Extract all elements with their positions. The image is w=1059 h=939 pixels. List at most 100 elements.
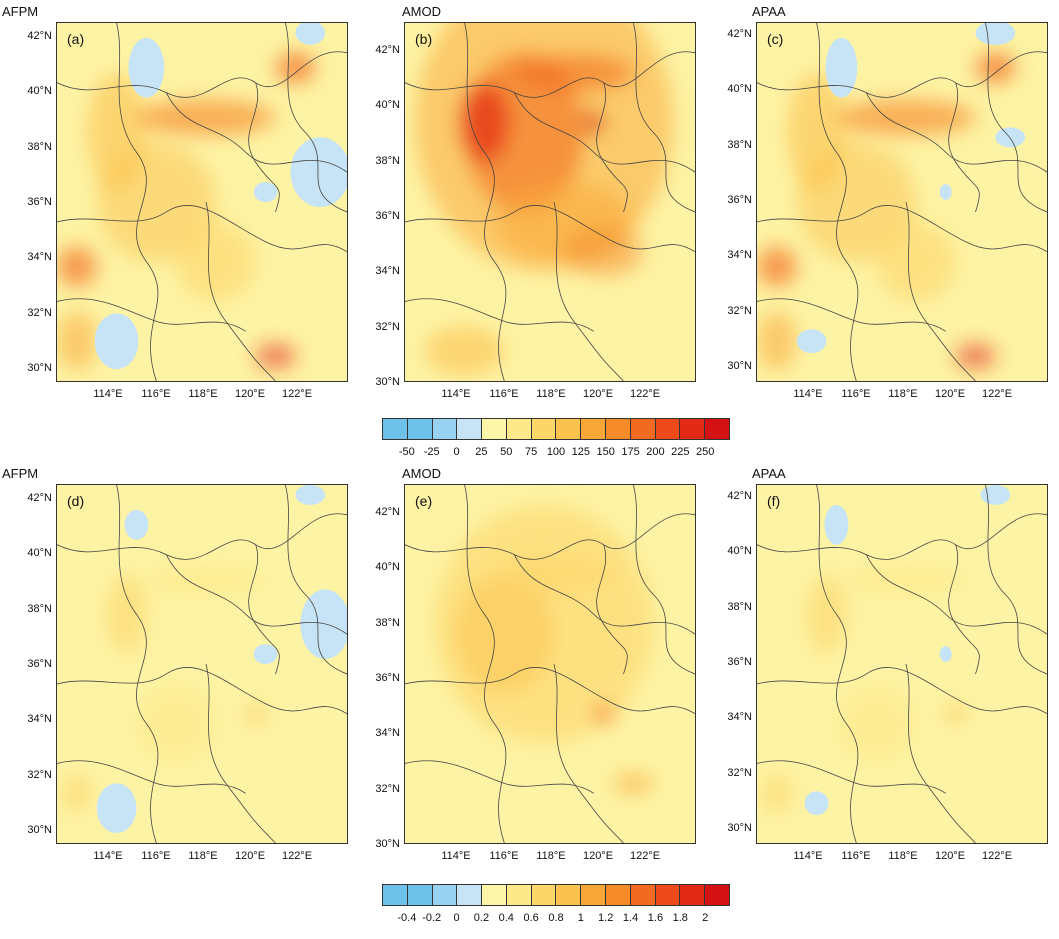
colorbar-tick-label: -0.2 [422, 912, 442, 924]
panel-label: (e) [415, 493, 433, 509]
field-hotspot [255, 344, 296, 369]
lat-tick-label: 32°N [27, 306, 52, 319]
province-boundary [513, 554, 695, 635]
province-boundary [513, 92, 695, 173]
map-area: (d) [56, 484, 348, 844]
colorbar-swatch [705, 419, 729, 439]
lat-tick-label: 30°N [727, 821, 752, 834]
lon-tick-label: 120°E [234, 850, 266, 862]
colorbar-tick-label: -0.4 [397, 912, 417, 924]
province-boundary [57, 298, 246, 332]
coastline [633, 23, 695, 213]
map-area: (f) [756, 484, 1048, 844]
lat-tick-label: 30°N [375, 837, 400, 850]
panel-title: APAA [752, 466, 786, 481]
field-hotspot [136, 683, 216, 764]
lon-tick-label: 122°E [629, 388, 661, 400]
colorbar-swatch [432, 419, 458, 439]
colorbar-tick-label: 0.4 [498, 912, 514, 924]
province-boundary [905, 663, 976, 843]
negative-patch [295, 485, 326, 505]
province-boundary [464, 23, 507, 381]
negative-patch [128, 37, 165, 98]
province-boundary [865, 554, 1047, 635]
colorbar-tick-label: 175 [621, 446, 640, 458]
province-boundary [405, 667, 695, 715]
province-boundary [165, 92, 347, 173]
lat-tick-label: 30°N [375, 375, 400, 388]
negative-patch [253, 644, 278, 664]
field-hotspot [846, 564, 966, 595]
province-boundary [757, 513, 1047, 560]
negative-patch [253, 182, 278, 202]
map-area: (e) [404, 484, 696, 844]
colorbar-tick-label: 150 [596, 446, 615, 458]
colorbar-swatch [506, 885, 532, 905]
field-hotspot [146, 564, 266, 595]
lat-tick-label: 30°N [27, 823, 52, 836]
lat-tick-label: 40°N [27, 547, 52, 560]
colorbar-tick-label: 1.6 [647, 912, 664, 924]
field-hotspot [454, 574, 554, 694]
province-boundary [57, 513, 347, 560]
lat-tick-label: 42°N [375, 506, 400, 518]
field-hotspot [96, 142, 216, 262]
lat-tick-label: 40°N [375, 561, 400, 574]
field-hotspot [761, 773, 792, 814]
colorbar-tick-label: 2 [702, 912, 709, 924]
lon-tick-label: 114°E [93, 850, 123, 862]
colorbar-swatch [556, 885, 582, 905]
negative-patch [94, 313, 139, 370]
province-boundary [165, 554, 347, 635]
province-boundary [116, 23, 159, 381]
field-svg [405, 23, 695, 381]
colorbar-swatch [581, 885, 607, 905]
negative-patch [804, 791, 829, 816]
province-boundary [405, 51, 695, 98]
field-hotspot [975, 52, 1016, 83]
field-hotspot [583, 112, 604, 133]
negative-patch [939, 646, 952, 663]
province-boundary [464, 485, 507, 843]
colorbar-tick-label: 100 [546, 446, 566, 458]
colorbar-swatch [556, 419, 582, 439]
panel-label: (b) [415, 31, 433, 47]
colorbar-top [382, 418, 730, 440]
lat-tick-label: 36°N [727, 193, 752, 206]
colorbar-swatch [457, 885, 483, 905]
colorbar-swatch [383, 419, 408, 439]
lat-tick-label: 42°N [375, 44, 400, 56]
province-boundary [57, 760, 246, 794]
lon-tick-label: 120°E [582, 850, 614, 862]
province-boundary [116, 485, 159, 843]
lat-tick-label: 42°N [27, 492, 52, 504]
province-boundary [57, 667, 347, 715]
province-boundary [248, 82, 280, 213]
lat-tick-label: 42°N [727, 28, 752, 40]
lat-tick-label: 32°N [727, 304, 752, 317]
coastline [633, 485, 695, 675]
field-svg [57, 23, 347, 381]
province-boundary [905, 201, 976, 381]
lon-tick-label: 118°E [536, 850, 566, 862]
map-area: (a) [56, 22, 348, 382]
negative-patch [300, 589, 347, 660]
lon-tick-label: 122°E [981, 388, 1013, 400]
province-boundary [57, 51, 347, 98]
colorbar-swatch [506, 419, 532, 439]
lat-tick-label: 34°N [27, 713, 52, 726]
panel-title: AFPM [2, 466, 39, 481]
lon-tick-label: 118°E [188, 850, 218, 862]
province-boundary [596, 544, 628, 675]
lon-tick-label: 122°E [281, 850, 313, 862]
lon-tick-label: 120°E [934, 388, 966, 400]
province-boundary [248, 544, 280, 675]
field-hotspot [424, 326, 505, 377]
colorbar-tick-label: 1.4 [622, 912, 639, 924]
colorbar-tick-label: 75 [525, 446, 538, 458]
field-hotspot [955, 344, 996, 369]
colorbar-tick-label: 0 [453, 912, 460, 924]
lon-tick-label: 118°E [536, 388, 566, 400]
province-boundary [757, 298, 946, 332]
field-hotspot [806, 574, 847, 655]
